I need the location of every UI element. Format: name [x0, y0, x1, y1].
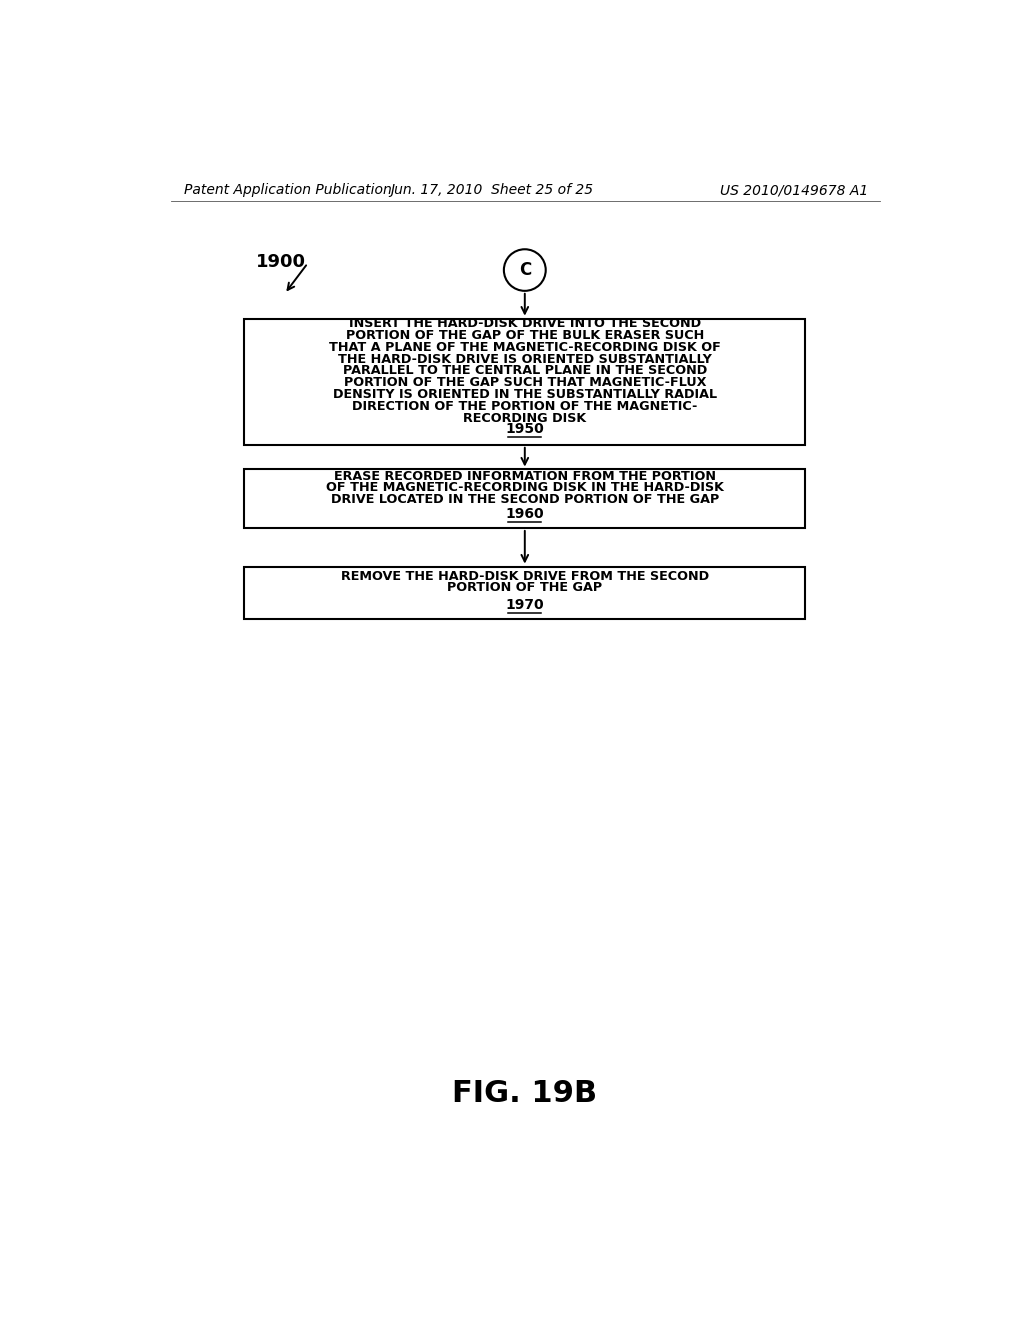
Text: Jun. 17, 2010  Sheet 25 of 25: Jun. 17, 2010 Sheet 25 of 25: [391, 183, 594, 197]
Text: C: C: [519, 261, 530, 279]
Text: INSERT THE HARD-DISK DRIVE INTO THE SECOND: INSERT THE HARD-DISK DRIVE INTO THE SECO…: [349, 317, 700, 330]
Text: 1950: 1950: [506, 422, 544, 437]
Text: 1960: 1960: [506, 507, 544, 521]
Text: THAT A PLANE OF THE MAGNETIC-RECORDING DISK OF: THAT A PLANE OF THE MAGNETIC-RECORDING D…: [329, 341, 721, 354]
Text: PORTION OF THE GAP: PORTION OF THE GAP: [447, 581, 602, 594]
Bar: [245, 566, 805, 619]
Text: DENSITY IS ORIENTED IN THE SUBSTANTIALLY RADIAL: DENSITY IS ORIENTED IN THE SUBSTANTIALLY…: [333, 388, 717, 401]
Text: 1900: 1900: [256, 253, 306, 271]
Text: DRIVE LOCATED IN THE SECOND PORTION OF THE GAP: DRIVE LOCATED IN THE SECOND PORTION OF T…: [331, 494, 719, 507]
Text: PORTION OF THE GAP SUCH THAT MAGNETIC-FLUX: PORTION OF THE GAP SUCH THAT MAGNETIC-FL…: [343, 376, 707, 389]
Bar: [245, 318, 805, 445]
Text: Patent Application Publication: Patent Application Publication: [183, 183, 391, 197]
Text: OF THE MAGNETIC-RECORDING DISK IN THE HARD-DISK: OF THE MAGNETIC-RECORDING DISK IN THE HA…: [326, 482, 724, 495]
Text: ERASE RECORDED INFORMATION FROM THE PORTION: ERASE RECORDED INFORMATION FROM THE PORT…: [334, 470, 716, 483]
Text: PORTION OF THE GAP OF THE BULK ERASER SUCH: PORTION OF THE GAP OF THE BULK ERASER SU…: [346, 329, 703, 342]
Text: REMOVE THE HARD-DISK DRIVE FROM THE SECOND: REMOVE THE HARD-DISK DRIVE FROM THE SECO…: [341, 569, 709, 582]
Text: THE HARD-DISK DRIVE IS ORIENTED SUBSTANTIALLY: THE HARD-DISK DRIVE IS ORIENTED SUBSTANT…: [338, 352, 712, 366]
Text: PARALLEL TO THE CENTRAL PLANE IN THE SECOND: PARALLEL TO THE CENTRAL PLANE IN THE SEC…: [343, 364, 707, 378]
Text: FIG. 19B: FIG. 19B: [453, 1080, 597, 1109]
Text: US 2010/0149678 A1: US 2010/0149678 A1: [720, 183, 868, 197]
Text: RECORDING DISK: RECORDING DISK: [463, 412, 587, 425]
Text: DIRECTION OF THE PORTION OF THE MAGNETIC-: DIRECTION OF THE PORTION OF THE MAGNETIC…: [352, 400, 697, 413]
Bar: [245, 470, 805, 528]
Text: 1970: 1970: [506, 598, 544, 612]
